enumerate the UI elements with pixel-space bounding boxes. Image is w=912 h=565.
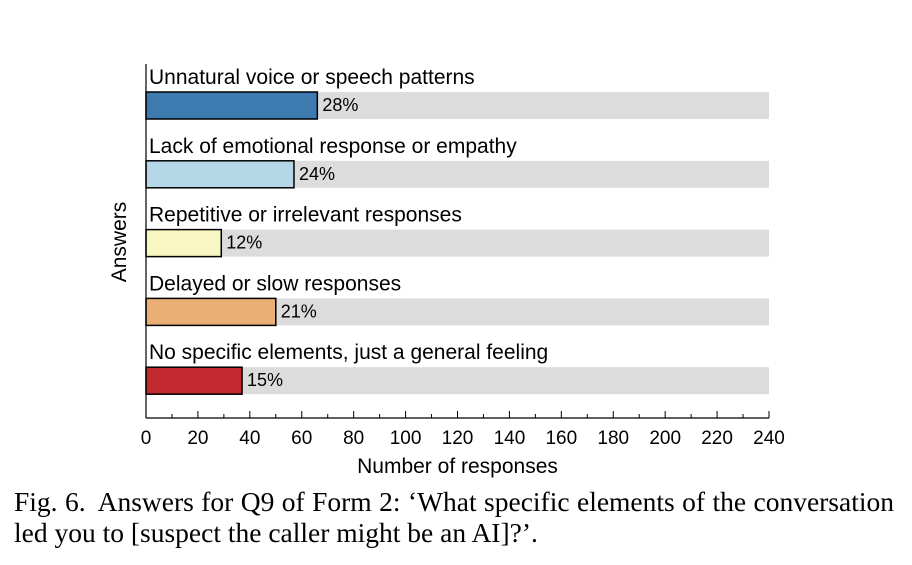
x-tick-label: 200 [649,428,681,449]
value-label: 28% [322,95,358,115]
bar [145,91,319,120]
bar [145,228,223,258]
x-tick-label: 220 [701,428,733,449]
x-tick-label: 80 [343,428,364,449]
x-axis-label: Number of responses [357,455,558,478]
x-tick-label: 100 [390,428,422,449]
x-tick-label: 120 [442,428,474,449]
x-tick-label: 160 [545,428,577,449]
x-tick-label: 140 [494,428,526,449]
caption-label: Fig. 6. [14,486,86,517]
x-tick-label: 60 [291,428,312,449]
bar-track [146,229,769,257]
bar-track [146,367,769,395]
category-label: Lack of emotional response or empathy [149,135,517,158]
value-label: 24% [299,164,335,184]
x-axis-ticks: 0 20 40 60 80 100 120 140 160 180 200 220 240 [141,411,785,449]
category-label: Delayed or slow responses [149,272,401,295]
value-label: 21% [281,301,317,321]
category-labels: Unnatural voice or speech patterns Lack o… [149,66,548,364]
x-tick-label: 240 [753,428,785,449]
bar [145,160,295,189]
bar [145,366,243,395]
category-label: No specific elements, just a general fee… [149,341,548,364]
category-label: Unnatural voice or speech patterns [149,66,475,89]
y-axis-label: Answers [108,202,131,283]
background-tracks [146,92,769,395]
bars [145,91,319,395]
x-tick-label: 0 [141,428,152,449]
value-label: 12% [226,233,262,253]
caption-text: Answers for Q9 of Form 2: ‘What specific… [14,486,894,548]
x-tick-label: 20 [187,428,208,449]
category-label: Repetitive or irrelevant responses [149,204,462,227]
value-label: 15% [247,370,283,390]
x-tick-label: 40 [239,428,260,449]
x-tick-label: 180 [597,428,629,449]
bar [145,297,277,327]
bar-chart: Unnatural voice or speech patterns Lack o… [108,64,785,478]
figure-caption: Fig. 6. Answers for Q9 of Form 2: ‘What s… [14,486,894,548]
value-labels: 28% 24% 12% 21% 15% [226,95,358,390]
